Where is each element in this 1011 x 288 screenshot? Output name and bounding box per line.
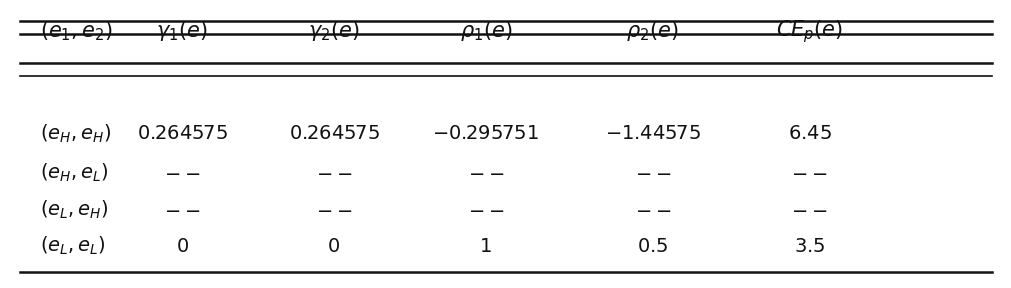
Text: $6.45$: $6.45$ [787, 124, 831, 143]
Text: $0$: $0$ [176, 237, 188, 256]
Text: $\mathit{\gamma_1(e)}$: $\mathit{\gamma_1(e)}$ [157, 19, 207, 43]
Text: $--$: $--$ [315, 200, 352, 219]
Text: $\mathit{(e_L, e_H)}$: $\mathit{(e_L, e_H)}$ [40, 198, 109, 221]
Text: $--$: $--$ [791, 163, 827, 182]
Text: $\mathit{\gamma_2(e)}$: $\mathit{\gamma_2(e)}$ [308, 19, 359, 43]
Text: $-0.295751$: $-0.295751$ [432, 124, 539, 143]
Text: $0$: $0$ [328, 237, 340, 256]
Text: $0.264575$: $0.264575$ [136, 124, 227, 143]
Text: $\mathit{(e_H, e_L)}$: $\mathit{(e_H, e_L)}$ [40, 162, 109, 184]
Text: $0.5$: $0.5$ [637, 237, 667, 256]
Text: $--$: $--$ [164, 200, 200, 219]
Text: $\mathit{(e_H, e_H)}$: $\mathit{(e_H, e_H)}$ [40, 122, 111, 145]
Text: $--$: $--$ [467, 163, 503, 182]
Text: $3.5$: $3.5$ [794, 237, 824, 256]
Text: $\mathit{(e_1, e_2)}$: $\mathit{(e_1, e_2)}$ [40, 20, 113, 43]
Text: $--$: $--$ [634, 163, 670, 182]
Text: $\mathit{\rho_1(e)}$: $\mathit{\rho_1(e)}$ [459, 19, 512, 43]
Text: $--$: $--$ [467, 200, 503, 219]
Text: $--$: $--$ [315, 163, 352, 182]
Text: $--$: $--$ [164, 163, 200, 182]
Text: $\mathit{CE_p(e)}$: $\mathit{CE_p(e)}$ [775, 18, 842, 45]
Text: $--$: $--$ [634, 200, 670, 219]
Text: $\mathit{(e_L, e_L)}$: $\mathit{(e_L, e_L)}$ [40, 235, 106, 257]
Text: $1$: $1$ [479, 237, 491, 256]
Text: $-1.44575$: $-1.44575$ [605, 124, 700, 143]
Text: $\mathit{\rho_2(e)}$: $\mathit{\rho_2(e)}$ [626, 19, 678, 43]
Text: $--$: $--$ [791, 200, 827, 219]
Text: $0.264575$: $0.264575$ [288, 124, 379, 143]
